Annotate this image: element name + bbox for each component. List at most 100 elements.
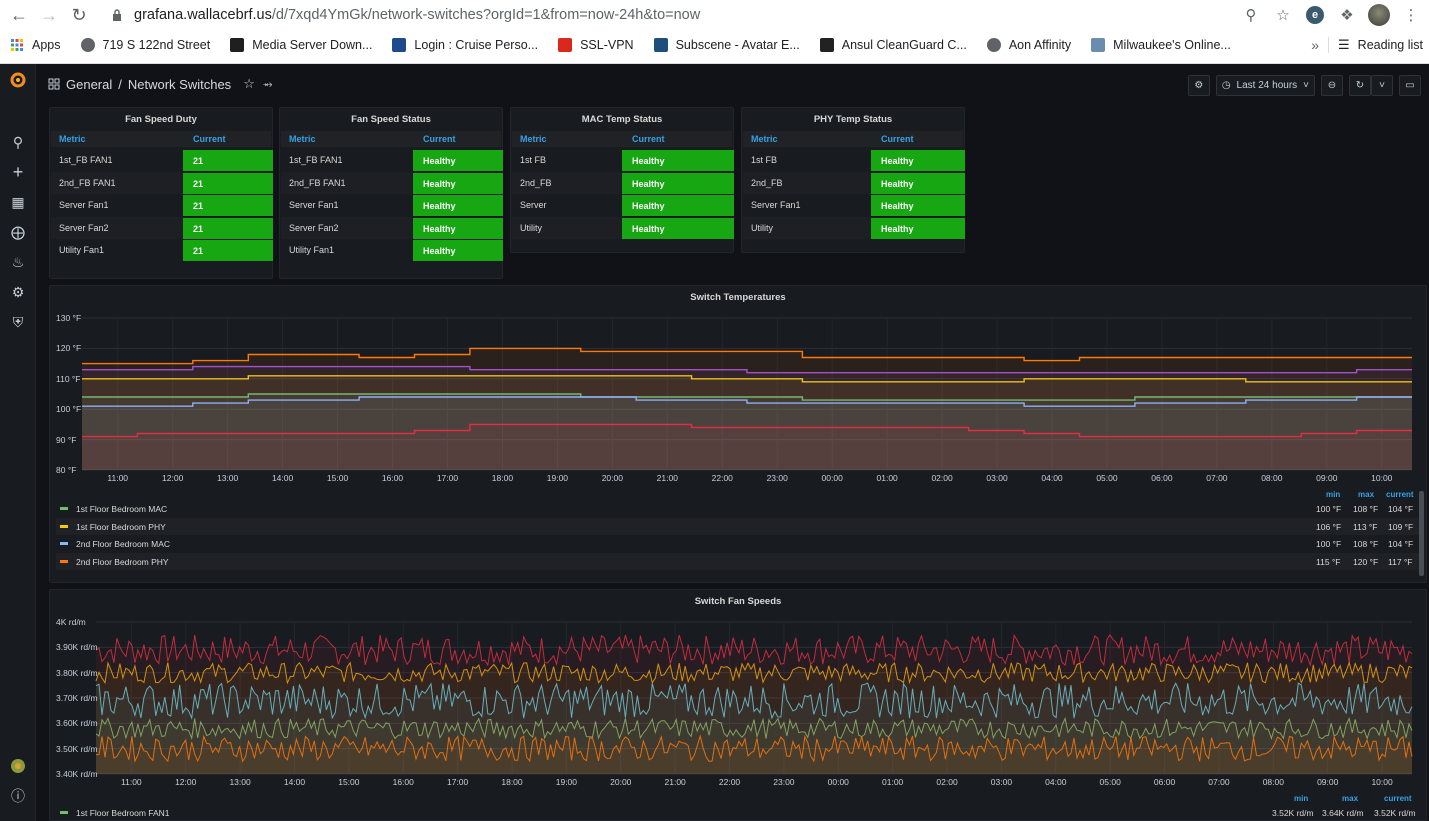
cruise-icon (392, 38, 407, 52)
extension-e-icon[interactable]: e (1303, 3, 1327, 27)
legend-row[interactable]: 2nd Floor Bedroom PHY 115 °F 120 °F 117 °F (56, 552, 1420, 570)
column-header-metric[interactable]: Metric (289, 134, 316, 144)
legend-header-current[interactable]: current (1384, 794, 1412, 803)
bookmark-label: Apps (32, 38, 61, 52)
column-header-current[interactable]: Current (881, 134, 914, 144)
create-plus-icon[interactable]: + (12, 161, 24, 182)
reload-icon[interactable]: ↻ (71, 4, 87, 25)
address-bar[interactable]: grafana.wallacebrf.us/d/7xqd4YmGk/networ… (112, 4, 700, 26)
help-icon[interactable]: ⓘ (11, 788, 25, 804)
user-avatar[interactable] (9, 757, 27, 775)
x-tick-label: 09:00 (1316, 473, 1338, 483)
series-line[interactable] (95, 661, 1413, 685)
y-tick-label: 130 °F (56, 313, 82, 323)
series-line[interactable] (82, 365, 1412, 374)
metric-cell: 2nd_FB (751, 177, 783, 188)
series-line[interactable] (95, 633, 1413, 667)
legend-header-max[interactable]: max (1358, 490, 1375, 499)
server-admin-shield-icon[interactable]: ⛨ (12, 313, 24, 330)
legend-scrollbar[interactable] (1419, 491, 1424, 576)
bookmark-item[interactable]: SSL-VPN (558, 38, 634, 52)
bookmark-item[interactable]: Apps (10, 38, 61, 52)
clock-icon: ◷ (1221, 80, 1231, 91)
status-cell: Healthy (871, 217, 965, 239)
bookmark-star-icon[interactable]: ☆ (1276, 7, 1290, 24)
refresh-icon[interactable]: ↻ (1349, 75, 1371, 96)
zoom-icon[interactable]: ⚲ (1245, 7, 1257, 24)
bookmark-item[interactable]: Milwaukee's Online... (1091, 38, 1231, 52)
x-tick-label: 18:00 (501, 777, 523, 787)
zoom-out-icon[interactable]: ⊖ (1321, 75, 1343, 96)
legend-row[interactable]: 1st Floor Bedroom MAC 100 °F 108 °F 104 °F (56, 500, 1420, 517)
column-header-current[interactable]: Current (632, 134, 665, 144)
refresh-interval-chevron-icon[interactable]: ˅ (1371, 75, 1393, 96)
settings-gear-icon[interactable]: ⚙ (1187, 75, 1210, 96)
status-cell: Healthy (871, 150, 965, 171)
search-icon[interactable]: ⚲ (12, 133, 24, 150)
grafana-logo-icon[interactable] (9, 71, 27, 89)
bookmark-item[interactable]: Media Server Down... (230, 38, 372, 52)
legend-header-min[interactable]: min (1326, 490, 1341, 499)
series-line[interactable] (82, 347, 1412, 365)
back-icon[interactable]: ← (10, 4, 28, 25)
x-tick-label: 06:00 (1151, 473, 1173, 483)
series-line[interactable] (95, 682, 1413, 720)
x-tick-label: 21:00 (656, 473, 678, 483)
alerting-bell-icon[interactable]: ♨ (11, 253, 25, 270)
status-cell: Healthy (413, 195, 503, 217)
legend-row[interactable]: 1st Floor Bedroom PHY 106 °F 113 °F 109 °F (56, 517, 1420, 535)
legend-header-current[interactable]: current (1386, 490, 1414, 499)
column-header-current[interactable]: Current (193, 134, 226, 144)
more-bookmarks-icon[interactable]: » (1311, 37, 1319, 53)
column-header-metric[interactable]: Metric (59, 134, 86, 144)
y-tick-label: 3.80K rd/m (56, 667, 98, 678)
dashboard-title[interactable]: Network Switches (127, 76, 232, 92)
series-line[interactable] (82, 396, 1412, 407)
x-tick-label: 01:00 (876, 473, 898, 483)
series-line[interactable] (82, 423, 1412, 438)
bookmark-item[interactable]: Ansul CleanGuard C... (819, 38, 967, 52)
configuration-gear-icon[interactable]: ⚙ (11, 283, 25, 300)
column-header-current[interactable]: Current (423, 134, 456, 144)
chevron-down-icon: ˅ (1303, 80, 1309, 91)
column-header-metric[interactable]: Metric (520, 134, 547, 144)
metric-cell: 1st_FB FAN1 (59, 155, 113, 165)
breadcrumb-folder[interactable]: General (66, 76, 113, 92)
series-line[interactable] (95, 734, 1413, 763)
temperature-graph[interactable] (50, 286, 1428, 486)
x-tick-label: 05:00 (1099, 777, 1121, 787)
favorite-star-icon[interactable]: ☆ (243, 76, 255, 91)
bookmark-item[interactable]: Login : Cruise Perso... (392, 38, 538, 52)
series-line[interactable] (95, 716, 1413, 741)
legend-row[interactable]: 2nd Floor Bedroom MAC 100 °F 108 °F 104 °F (56, 535, 1420, 552)
column-header-metric[interactable]: Metric (751, 134, 778, 144)
dashboards-grid-icon[interactable]: ▦ (11, 193, 25, 210)
menu-kebab-icon[interactable]: ⋮ (1403, 7, 1419, 24)
extensions-puzzle-icon[interactable]: ❖ (1340, 7, 1354, 24)
globe-icon (986, 38, 1001, 52)
explore-compass-icon[interactable]: ⨁ (11, 223, 25, 240)
forward-icon[interactable]: → (40, 4, 58, 25)
time-picker-button[interactable]: ◷ Last 24 hours ˅ (1215, 75, 1315, 96)
legend-header-max[interactable]: max (1342, 794, 1359, 803)
bookmark-item[interactable]: Subscene - Avatar E... (653, 38, 800, 52)
series-line[interactable] (82, 375, 1412, 383)
share-icon[interactable]: ⥇ (262, 76, 273, 91)
metric-cell: 1st_FB FAN1 (289, 155, 343, 165)
legend-row[interactable]: 1st Floor Bedroom FAN1 3.52K rd/m 3.64K rd… (56, 804, 1420, 821)
bookmark-item[interactable]: 719 S 122nd Street (80, 38, 210, 52)
metric-cell: 2nd_FB (520, 177, 552, 188)
table-row: Server Fan2 21 (51, 216, 273, 239)
legend-header-min[interactable]: min (1294, 794, 1309, 803)
tv-mode-icon[interactable]: ▭ (1399, 75, 1421, 96)
bookmark-item[interactable]: Aon Affinity (986, 38, 1071, 52)
bookmark-label: Ansul CleanGuard C... (841, 38, 967, 52)
fan-speed-graph[interactable] (50, 590, 1428, 795)
x-tick-label: 00:00 (827, 777, 849, 787)
profile-avatar[interactable] (1367, 3, 1391, 27)
series-line[interactable] (82, 393, 1412, 401)
panel-title: Switch Temperatures (690, 292, 786, 303)
reading-list-button[interactable]: ☰ Reading list (1338, 33, 1423, 57)
bookmark-label: Milwaukee's Online... (1113, 38, 1231, 52)
status-cell: Healthy (871, 172, 965, 194)
